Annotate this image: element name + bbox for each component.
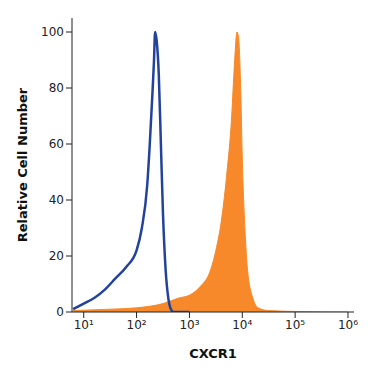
svg-text:CXCR1: CXCR1: [189, 346, 237, 361]
svg-text:80: 80: [49, 81, 64, 95]
svg-text:Relative Cell Number: Relative Cell Number: [15, 87, 30, 242]
svg-text:10³: 10³: [179, 318, 199, 332]
svg-text:10⁶: 10⁶: [338, 318, 358, 332]
svg-text:10²: 10²: [127, 318, 147, 332]
svg-text:10¹: 10¹: [74, 318, 94, 332]
svg-text:40: 40: [49, 193, 64, 207]
svg-text:10⁴: 10⁴: [232, 318, 252, 332]
svg-text:60: 60: [49, 137, 64, 151]
svg-text:100: 100: [41, 25, 64, 39]
svg-text:20: 20: [49, 249, 64, 263]
svg-text:10⁵: 10⁵: [285, 318, 305, 332]
svg-text:0: 0: [56, 305, 64, 319]
